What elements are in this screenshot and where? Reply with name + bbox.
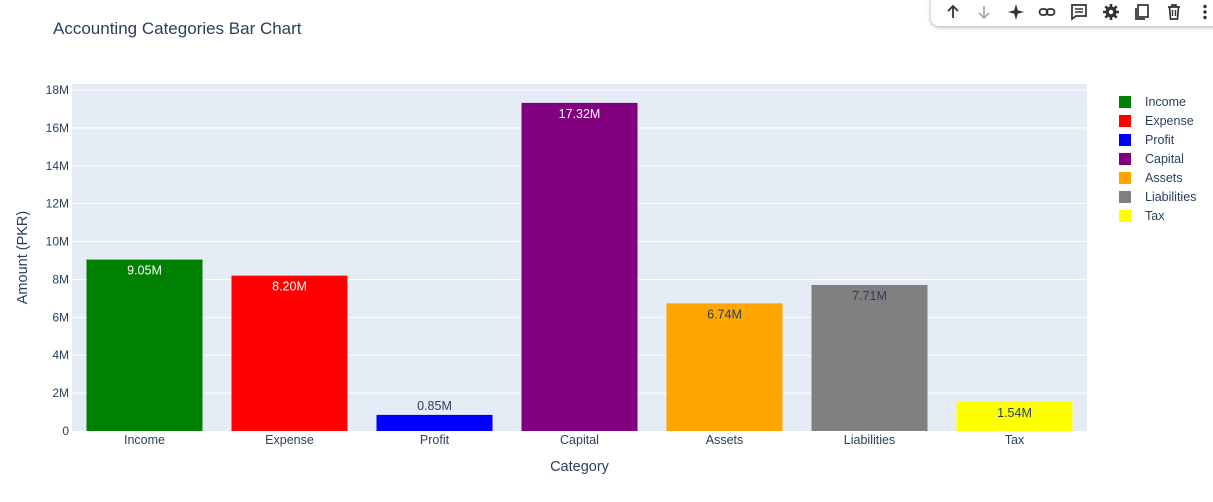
- legend-swatch: [1119, 171, 1131, 184]
- trash-icon[interactable]: [1158, 0, 1190, 26]
- comment-icon[interactable]: [1063, 0, 1095, 26]
- y-tick-label: 6M: [52, 310, 69, 324]
- sparkle-icon[interactable]: [1000, 0, 1032, 26]
- legend-swatch: [1119, 95, 1131, 108]
- legend-item-capital[interactable]: Capital: [1119, 149, 1196, 168]
- arrow-down-icon[interactable]: [969, 0, 1001, 26]
- x-tick-label: Expense: [265, 433, 314, 447]
- legend-swatch: [1119, 152, 1131, 165]
- chart-legend: Income Expense Profit Capital Assets Liabilit…: [1119, 92, 1196, 225]
- y-tick-label: 18M: [46, 83, 69, 97]
- chart-title: Accounting Categories Bar Chart: [53, 19, 302, 38]
- x-tick-label: Assets: [706, 433, 744, 447]
- y-tick-label: 0: [62, 424, 69, 438]
- bar-income: [86, 259, 203, 431]
- y-tick-label: 16M: [46, 121, 69, 135]
- gear-icon[interactable]: [1095, 0, 1127, 26]
- legend-swatch: [1119, 114, 1131, 127]
- y-tick-label: 12M: [46, 197, 69, 211]
- legend-item-liabilities[interactable]: Liabilities: [1119, 187, 1196, 206]
- arrow-up-icon[interactable]: [937, 0, 969, 26]
- legend-swatch: [1119, 209, 1131, 222]
- legend-label: Tax: [1145, 208, 1165, 223]
- legend-item-expense[interactable]: Expense: [1119, 111, 1196, 130]
- chart-toolbar: [931, 0, 1213, 26]
- y-tick-label: 14M: [46, 159, 69, 173]
- y-tick-label: 2M: [52, 386, 69, 400]
- legend-label: Income: [1145, 94, 1186, 109]
- x-axis-title: Category: [550, 459, 610, 475]
- bar-assets: [666, 303, 783, 431]
- legend-label: Profit: [1145, 132, 1175, 147]
- legend-item-profit[interactable]: Profit: [1119, 130, 1196, 149]
- bar-profit: [376, 414, 493, 431]
- legend-label: Assets: [1145, 170, 1183, 185]
- x-tick-label: Capital: [560, 433, 599, 447]
- link-icon[interactable]: [1032, 0, 1064, 26]
- bar-liabilities: [811, 284, 928, 431]
- data-label-liabilities: 7.71M: [852, 289, 887, 303]
- data-label-tax: 1.54M: [997, 406, 1032, 420]
- legend-swatch: [1119, 190, 1131, 203]
- y-axis-title: Amount (PKR): [15, 211, 31, 304]
- y-tick-label: 10M: [46, 235, 69, 249]
- bar-expense: [231, 275, 348, 431]
- legend-item-assets[interactable]: Assets: [1119, 168, 1196, 187]
- data-label-capital: 17.32M: [559, 107, 601, 121]
- data-label-income: 9.05M: [127, 264, 162, 278]
- legend-item-income[interactable]: Income: [1119, 92, 1196, 111]
- bar-capital: [521, 102, 638, 431]
- x-tick-label: Profit: [420, 433, 450, 447]
- legend-item-tax[interactable]: Tax: [1119, 206, 1196, 225]
- x-tick-label: Tax: [1005, 433, 1025, 447]
- y-tick-label: 4M: [52, 348, 69, 362]
- data-label-assets: 6.74M: [707, 307, 742, 321]
- legend-swatch: [1119, 133, 1131, 146]
- data-label-expense: 8.20M: [272, 280, 307, 294]
- legend-label: Capital: [1145, 151, 1184, 166]
- more-vert-icon[interactable]: [1190, 0, 1213, 26]
- data-label-profit: 0.85M: [417, 399, 452, 413]
- y-tick-label: 8M: [52, 272, 69, 286]
- copy-icon[interactable]: [1126, 0, 1158, 26]
- legend-label: Liabilities: [1145, 189, 1197, 204]
- legend-label: Expense: [1145, 113, 1194, 128]
- bar-tax: [956, 401, 1073, 431]
- x-tick-label: Income: [124, 433, 165, 447]
- x-tick-label: Liabilities: [844, 433, 895, 447]
